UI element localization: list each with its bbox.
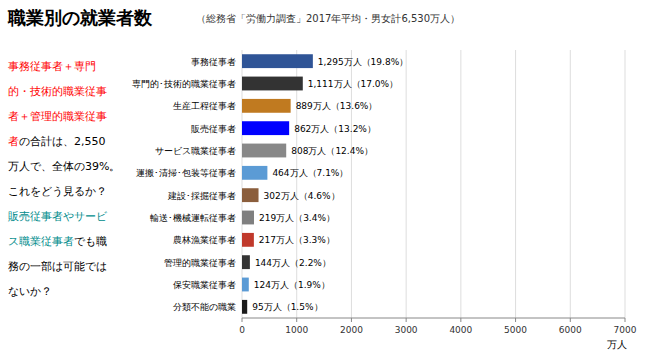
labels: 1,295万人（19.8%） 事務従事者 1,111万人（17.0%） 専門的･技術的…: [132, 57, 408, 313]
category-label: 生産工程従事者: [173, 101, 236, 111]
tick-mark: [460, 318, 461, 322]
annotation-line: ス職業従事者でも職: [8, 235, 107, 248]
tick-label: 0: [239, 325, 245, 335]
annotation-text: ないか？: [8, 285, 52, 298]
category-label: 分類不能の職業: [173, 302, 236, 312]
annotation-line: これをどう見るか？: [8, 185, 107, 198]
annotation-line: 事務従事者＋専門: [8, 60, 96, 73]
axis-line: [242, 318, 625, 319]
tick-label: 6000: [559, 325, 582, 335]
annotation-text: 販売従事者やサービ: [8, 210, 108, 223]
grid-line: [570, 50, 571, 318]
category-label: サービス職業従事者: [155, 146, 236, 156]
annotation-text: 者: [8, 135, 19, 148]
annotation: 事務従事者＋専門的・技術的職業従事者＋管理的職業従事者の合計は、2,550 万人で…: [8, 60, 120, 298]
x-axis: 0 1000 2000 3000 4000 5000 6000 7000: [239, 318, 637, 335]
category-label: 輸送･機械運転従事者: [150, 213, 236, 223]
bar: [242, 211, 254, 225]
grid-line: [406, 50, 407, 318]
grid-line: [351, 50, 352, 318]
data-label: 95万人（1.5%）: [252, 302, 322, 312]
title: 職業別の就業者数: [7, 7, 153, 28]
annotation-text: でも職: [74, 235, 107, 248]
data-label: 219万人（3.4%）: [259, 213, 335, 223]
category-label: 運搬･清掃･包装等従事者: [136, 168, 236, 178]
annotation-line: ないか？: [8, 285, 52, 298]
tick-mark: [296, 318, 297, 322]
grid-line: [460, 50, 461, 318]
tick-label: 1000: [285, 325, 308, 335]
data-label: 464万人（7.1%）: [272, 168, 348, 178]
annotation-text: 万人で、全体の39%。: [8, 160, 120, 173]
annotation-text: 務の一部は可能では: [8, 260, 107, 273]
category-label: 専門的･技術的職業従事者: [132, 79, 236, 89]
bar: [242, 278, 249, 292]
bar: [242, 144, 286, 158]
data-label: 302万人（4.6%）: [264, 191, 340, 201]
data-label: 889万人（13.6%）: [296, 101, 378, 111]
tick-mark: [242, 318, 243, 322]
annotation-text: 者＋管理的職業従事: [8, 110, 107, 123]
annotation-line: 務の一部は可能では: [8, 260, 107, 273]
bars: [242, 54, 313, 314]
data-label: 124万人（1.9%）: [254, 280, 330, 290]
bar: [242, 233, 254, 247]
bar: [242, 77, 303, 91]
bar: [242, 121, 289, 135]
bar: [242, 166, 267, 180]
data-label: 808万人（12.4%）: [291, 146, 373, 156]
bar: [242, 99, 291, 113]
annotation-text: これをどう見るか？: [8, 185, 107, 198]
category-label: 管理的職業従事者: [164, 258, 236, 268]
tick-mark: [515, 318, 516, 322]
chart: 職業別の就業者数 （総務省「労働力調査」2017年平均・男女計6,530万人） 0 1…: [0, 0, 650, 363]
data-label: 217万人（3.3%）: [259, 235, 335, 245]
annotation-line: 万人で、全体の39%。: [8, 160, 120, 173]
tick-mark: [351, 318, 352, 322]
annotation-text: ス職業従事者: [8, 235, 74, 248]
tick-label: 5000: [504, 325, 527, 335]
bar: [242, 54, 313, 68]
data-label: 1,295万人（19.8%）: [318, 57, 408, 67]
annotation-line: 販売従事者やサービ: [8, 210, 108, 223]
category-label: 販売従事者: [191, 124, 236, 134]
subtitle: （総務省「労働力調査」2017年平均・男女計6,530万人）: [196, 13, 460, 24]
annotation-line: 的・技術的職業従事: [8, 85, 107, 98]
grid-line: [625, 50, 626, 318]
bar: [242, 255, 250, 269]
bar: [242, 300, 247, 314]
category-label: 保安職業従事者: [173, 280, 236, 290]
tick-label: 4000: [449, 325, 472, 335]
data-label: 144万人（2.2%）: [255, 258, 331, 268]
category-label: 農林漁業従事者: [173, 235, 236, 245]
tick-label: 3000: [395, 325, 418, 335]
axis-label: 万人: [607, 339, 627, 350]
annotation-line: 者の合計は、2,550: [8, 135, 106, 148]
tick-mark: [406, 318, 407, 322]
annotation-text: 的・技術的職業従事: [8, 85, 107, 98]
bar: [242, 188, 259, 202]
annotation-text: 事務従事者＋専門: [8, 60, 96, 73]
annotation-text: の合計は、2,550: [19, 135, 106, 148]
data-label: 1,111万人（17.0%）: [308, 79, 398, 89]
grid: [242, 50, 625, 318]
category-label: 建設･採掘従事者: [167, 191, 236, 201]
tick-label: 7000: [614, 325, 637, 335]
category-label: 事務従事者: [191, 57, 236, 67]
grid-line: [515, 50, 516, 318]
tick-mark: [570, 318, 571, 322]
annotation-line: 者＋管理的職業従事: [8, 110, 107, 123]
tick-mark: [625, 318, 626, 322]
data-label: 862万人（13.2%）: [294, 124, 376, 134]
tick-label: 2000: [340, 325, 363, 335]
